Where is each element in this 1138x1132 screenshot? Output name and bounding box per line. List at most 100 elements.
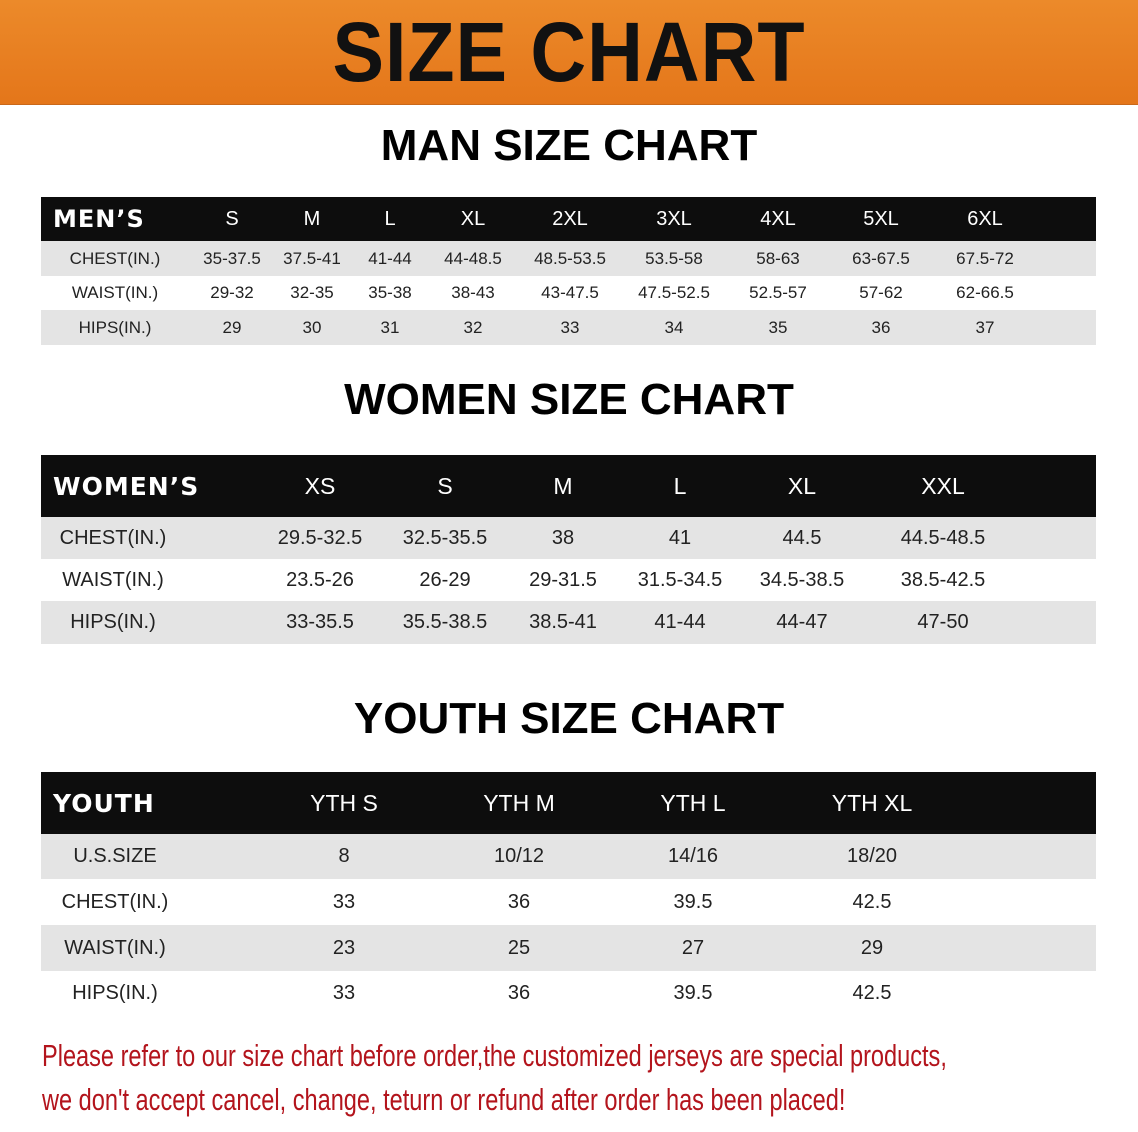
measurement-value: 31 [380,317,400,337]
measurement-value: 27 [681,936,705,959]
table-header-row: MEN’S S M L XL 2XL 3XL 4XL 5XL 6XL [41,197,1096,241]
size-column-header: L [384,207,396,230]
size-column-header: XS [304,472,336,499]
measurement-value: 36 [507,890,531,913]
measurement-value: 38.5-41 [529,611,597,633]
table-header-label: WOMEN’S [53,471,200,501]
measurement-value: 8 [338,845,350,867]
measurement-value: 33 [332,890,356,913]
measurement-value: 33 [332,982,356,1004]
measurement-value: 37 [975,317,995,337]
measurement-value: 42.5 [852,890,892,913]
measurement-label: WAIST(IN.) [62,568,164,591]
measurement-label: CHEST(IN.) [69,248,161,268]
measurement-value: 36 [507,982,531,1004]
measurement-label: HIPS(IN.) [78,317,152,337]
size-column-header: YTH L [660,789,726,816]
measurement-value: 67.5-72 [956,248,1014,268]
table-header-row: YOUTH YTH S YTH M YTH L YTH XL [41,772,1096,834]
measurement-value: 57-62 [859,283,903,302]
table-row: WAIST(IN.) 23 25 27 29 [41,925,1096,971]
measurement-value: 32 [463,317,483,337]
women-size-table: WOMEN’S XS S M L XL XXL CHEST(IN.) 29.5-32.5 32.5… [41,455,1096,644]
measurement-value: 31.5-34.5 [637,568,723,591]
measurement-value: 47-50 [917,611,969,633]
measurement-value: 35-38 [368,283,412,302]
measurement-label: HIPS(IN.) [70,611,156,633]
measurement-value: 47.5-52.5 [638,283,710,302]
size-column-header: 4XL [760,207,796,230]
measurement-value: 39.5 [673,890,713,913]
measurement-value: 36 [871,317,891,337]
size-column-header: M [303,207,321,230]
men-size-table: MEN’S S M L XL 2XL 3XL 4XL 5XL 6XL CHEST(IN.) 35-37… [41,197,1096,345]
measurement-label: WAIST(IN.) [64,936,166,959]
measurement-value: 52.5-57 [749,283,807,302]
table-row: WAIST(IN.) 23.5-26 26-29 29-31.5 31.5-34.5 34… [41,559,1096,601]
size-column-header: 6XL [967,207,1003,230]
measurement-value: 29 [860,936,884,959]
size-column-header: S [225,207,239,230]
measurement-label: WAIST(IN.) [71,283,159,302]
measurement-value: 10/12 [493,845,545,867]
table-row: WAIST(IN.) 29-32 32-35 35-38 38-43 43-47.5 47.… [41,276,1096,310]
size-column-header: XXL [921,472,965,499]
measurement-value: 53.5-58 [645,248,703,268]
measurement-value: 41 [668,526,692,549]
size-column-header: S [437,472,453,499]
size-column-header: 5XL [863,207,899,230]
measurement-value: 43-47.5 [541,283,599,302]
size-column-header: M [553,472,573,499]
banner-title: SIZE CHART [332,5,806,99]
notice-line-1: Please refer to our size chart before or… [42,1038,947,1073]
size-column-header: XL [787,472,817,499]
table-row: HIPS(IN.) 33 36 39.5 42.5 [41,971,1096,1016]
size-column-header: L [673,472,687,499]
measurement-value: 29-32 [210,283,254,302]
measurement-value: 48.5-53.5 [534,248,606,268]
measurement-value: 44.5 [782,526,822,549]
measurement-value: 62-66.5 [956,283,1014,302]
size-column-header: YTH XL [831,789,913,816]
table-row: CHEST(IN.) 33 36 39.5 42.5 [41,879,1096,925]
men-section-title: MAN SIZE CHART [380,121,758,170]
measurement-value: 34.5-38.5 [759,568,845,591]
measurement-value: 35-37.5 [203,248,261,268]
measurement-value: 44-47 [776,611,828,633]
measurement-value: 32.5-35.5 [402,526,488,549]
table-header-label: YOUTH [53,788,155,818]
measurement-value: 63-67.5 [852,248,910,268]
measurement-value: 44.5-48.5 [900,526,986,549]
measurement-value: 38-43 [451,283,495,302]
size-column-header: YTH M [483,789,555,816]
measurement-value: 33-35.5 [286,611,354,633]
table-header-row: WOMEN’S XS S M L XL XXL [41,455,1096,517]
table-row: CHEST(IN.) 29.5-32.5 32.5-35.5 38 41 44.5 44.5… [41,517,1096,559]
measurement-value: 23.5-26 [286,568,354,591]
table-header-label: MEN’S [53,205,145,233]
measurement-value: 35.5-38.5 [402,611,488,633]
women-section-title: WOMEN SIZE CHART [344,375,794,424]
measurement-value: 33 [560,317,580,337]
size-column-header: YTH S [310,789,378,816]
measurement-value: 37.5-41 [283,248,341,268]
measurement-value: 29-31.5 [529,568,597,591]
measurement-value: 26-29 [419,568,471,591]
measurement-value: 44-48.5 [444,248,502,268]
measurement-label: CHEST(IN.) [61,890,169,913]
measurement-value: 58-63 [756,248,800,268]
measurement-value: 39.5 [673,982,713,1004]
notice-line-2: we don't accept cancel, change, teturn o… [42,1082,846,1117]
measurement-value: 34 [664,317,684,337]
youth-section-title: YOUTH SIZE CHART [353,694,785,743]
table-row: HIPS(IN.) 29 30 31 32 33 34 35 36 37 [41,310,1096,345]
measurement-label: U.S.SIZE [73,845,157,867]
youth-size-table: YOUTH YTH S YTH M YTH L YTH XL U.S.SIZE 8 10/12… [41,772,1096,1016]
measurement-value: 38 [551,526,575,549]
measurement-value: 25 [507,936,531,959]
table-row: U.S.SIZE 8 10/12 14/16 18/20 [41,834,1096,879]
measurement-value: 14/16 [667,845,719,867]
measurement-value: 32-35 [290,283,334,302]
measurement-value: 23 [332,936,356,959]
measurement-value: 30 [302,317,322,337]
